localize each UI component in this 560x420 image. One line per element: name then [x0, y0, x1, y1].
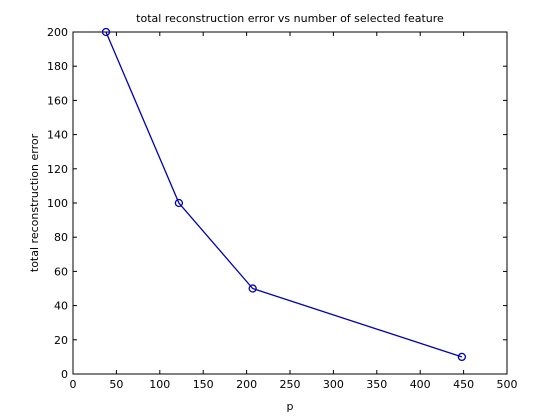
chart-title: total reconstruction error vs number of … [136, 12, 444, 25]
y-tick-label: 80 [54, 231, 68, 244]
y-tick-label: 180 [47, 60, 68, 73]
data-point [248, 284, 257, 293]
y-axis: 0 20 40 60 80 100 120 140 160 180 200 [47, 26, 507, 381]
y-tick-label: 120 [47, 163, 68, 176]
data-point [174, 198, 184, 208]
y-tick-label: 160 [47, 94, 68, 107]
x-tick-label: 350 [366, 378, 387, 391]
y-tick-label: 20 [54, 334, 68, 347]
y-tick-label: 140 [47, 129, 68, 142]
x-tick-label: 400 [410, 378, 431, 391]
x-tick-label: 250 [280, 378, 301, 391]
x-tick-label: 200 [236, 378, 257, 391]
plot-area [72, 31, 508, 375]
y-tick-label: 0 [61, 368, 68, 381]
y-tick-label: 100 [47, 197, 68, 210]
x-tick-label: 100 [149, 378, 170, 391]
x-tick-label: 0 [70, 378, 77, 391]
data-point [457, 352, 467, 362]
y-tick-label: 40 [54, 300, 68, 313]
x-axis-label: p [287, 400, 294, 413]
x-tick-label: 450 [453, 378, 474, 391]
x-tick-label: 150 [193, 378, 214, 391]
series-line [105, 31, 463, 358]
y-tick-label: 200 [47, 26, 68, 39]
series-layer [101, 27, 467, 362]
x-tick-label: 50 [109, 378, 123, 391]
x-tick-label: 500 [497, 378, 518, 391]
y-axis-label: total reconstruction error [28, 133, 41, 272]
x-axis: 0 50 100 150 200 250 300 350 400 450 500 [70, 32, 518, 391]
y-tick-label: 60 [54, 265, 68, 278]
data-point [101, 27, 111, 37]
x-tick-label: 300 [323, 378, 344, 391]
